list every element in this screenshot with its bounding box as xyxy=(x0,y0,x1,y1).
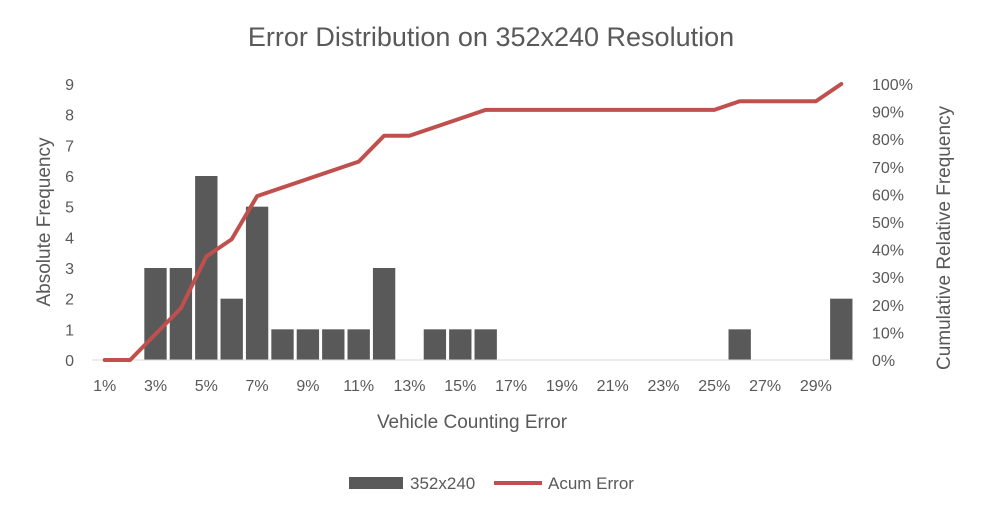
bar xyxy=(195,176,218,360)
x-tick-label: 23% xyxy=(647,378,679,395)
bar xyxy=(372,268,396,360)
legend-swatch-bars xyxy=(349,477,403,489)
y-tick-label: 9 xyxy=(65,77,74,94)
bar-series xyxy=(144,176,853,360)
y2-tick-label: 70% xyxy=(872,160,904,177)
y2-tick-label: 40% xyxy=(872,243,904,260)
y2-tick-label: 80% xyxy=(872,132,904,149)
x-tick-label: 29% xyxy=(800,378,832,395)
x-axis-title: Vehicle Counting Error xyxy=(377,412,568,433)
bar xyxy=(830,298,853,360)
y2-tick-label: 20% xyxy=(872,298,904,315)
bar xyxy=(271,329,294,360)
y-tick-label: 5 xyxy=(65,200,74,217)
x-tick-label: 1% xyxy=(93,378,116,395)
x-tick-label: 17% xyxy=(495,378,527,395)
y2-axis-ticks: 0% 10% 20% 30% 40% 50% 60% 70% 80% 90% 100% xyxy=(872,77,913,370)
y-tick-label: 0 xyxy=(65,353,74,370)
chart-title: Error Distribution on 352x240 Resolution xyxy=(248,22,734,52)
bar xyxy=(423,329,447,360)
y-tick-label: 3 xyxy=(65,261,74,278)
x-tick-label: 19% xyxy=(546,378,578,395)
bar xyxy=(220,298,243,360)
x-tick-label: 27% xyxy=(749,378,781,395)
y2-tick-label: 60% xyxy=(872,187,904,204)
acum-error-line xyxy=(102,82,844,362)
y2-tick-label: 0% xyxy=(872,353,895,370)
legend-label-line: Acum Error xyxy=(548,474,634,493)
x-tick-label: 7% xyxy=(246,378,269,395)
y-tick-label: 1 xyxy=(65,322,74,339)
y2-tick-label: 10% xyxy=(872,325,904,342)
bar xyxy=(474,329,497,360)
bar xyxy=(347,329,370,360)
y2-tick-label: 50% xyxy=(872,215,904,232)
x-tick-label: 13% xyxy=(393,378,425,395)
bar xyxy=(169,268,193,360)
x-tick-label: 11% xyxy=(343,378,374,395)
bar xyxy=(245,206,269,360)
x-tick-label: 9% xyxy=(296,378,319,395)
x-tick-label: 3% xyxy=(144,378,167,395)
y2-tick-label: 30% xyxy=(872,270,904,287)
y-tick-label: 4 xyxy=(65,230,74,247)
x-tick-label: 15% xyxy=(444,378,476,395)
bar xyxy=(728,329,751,360)
y2-axis-title: Cumulative Relative Frequency xyxy=(934,106,955,371)
y2-tick-label: 90% xyxy=(872,105,904,122)
y-tick-label: 8 xyxy=(65,108,74,125)
y-axis-title: Absolute Frequency xyxy=(34,137,55,306)
legend-label-bars: 352x240 xyxy=(410,474,475,493)
x-tick-label: 5% xyxy=(195,378,218,395)
bar xyxy=(144,268,167,360)
y-tick-label: 6 xyxy=(65,169,74,186)
bar xyxy=(296,329,320,360)
y-tick-label: 2 xyxy=(65,292,74,309)
legend: 352x240 Acum Error xyxy=(349,474,634,493)
bar xyxy=(322,329,345,360)
y2-tick-label: 100% xyxy=(872,77,913,94)
x-tick-label: 21% xyxy=(597,378,629,395)
y-axis-ticks: 0 1 2 3 4 5 6 7 8 9 xyxy=(65,77,74,370)
x-tick-label: 25% xyxy=(698,378,730,395)
x-axis-ticks: 1% 3% 5% 7% 9% 11% 13% 15% 17% 19% 21% 23% 25% 27% 29% xyxy=(93,378,832,395)
y-tick-label: 7 xyxy=(65,138,74,155)
bar xyxy=(449,329,472,360)
